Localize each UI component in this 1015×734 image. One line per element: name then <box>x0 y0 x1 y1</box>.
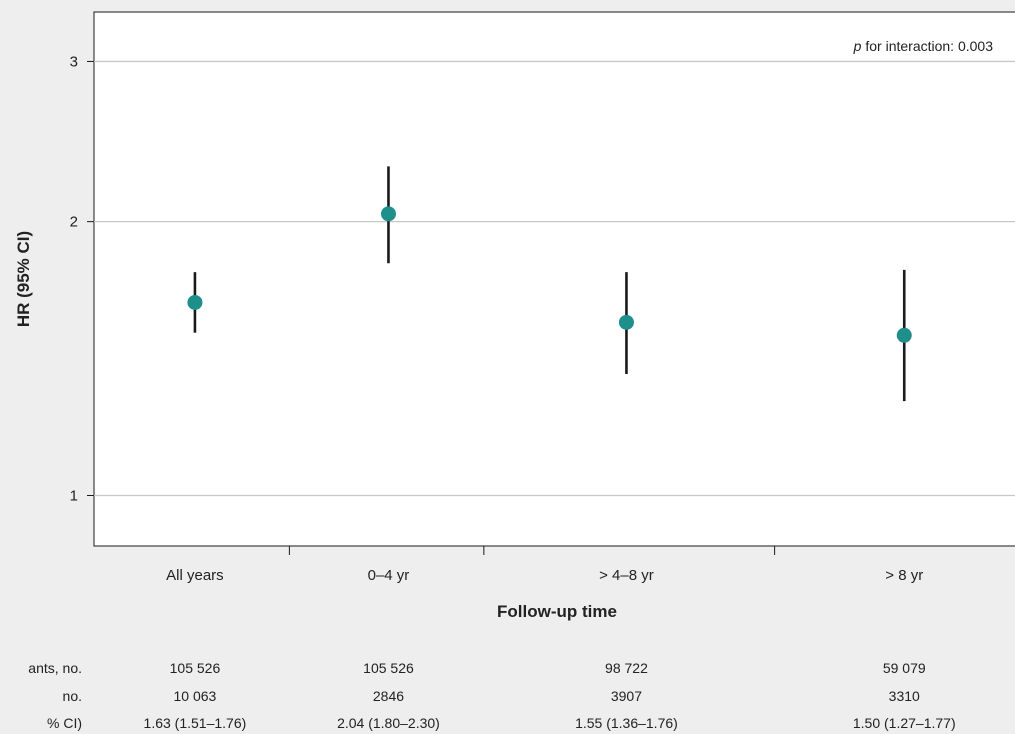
y-tick-label: 1 <box>70 487 78 504</box>
x-tick-label: > 8 yr <box>885 567 923 584</box>
data-point <box>187 294 203 310</box>
y-axis-title: HR (95% CI) <box>14 231 33 327</box>
x-axis-title: Follow-up time <box>497 602 617 621</box>
table-cell: 1.50 (1.27–1.77) <box>853 715 956 731</box>
table-cell: 2.04 (1.80–2.30) <box>337 715 440 731</box>
y-tick-label: 2 <box>70 214 78 231</box>
table-cell: 105 526 <box>363 660 414 676</box>
table-cell: 3310 <box>889 688 920 704</box>
summary-table: ants, no. 105 526 105 526 98 722 59 079 no. 10… <box>28 660 955 731</box>
table-cell: 105 526 <box>170 660 221 676</box>
x-tick-label: 0–4 yr <box>368 567 410 584</box>
data-points <box>187 206 912 343</box>
table-cell: 3907 <box>611 688 642 704</box>
table-row-label: ants, no. <box>28 660 82 676</box>
x-tick-label: All years <box>166 567 224 584</box>
table-cell: 10 063 <box>174 688 217 704</box>
table-cell: 59 079 <box>883 660 926 676</box>
table-cell: 1.55 (1.36–1.76) <box>575 715 678 731</box>
y-axis-ticks: 1 2 3 <box>70 53 94 504</box>
table-cell: 2846 <box>373 688 404 704</box>
table-row-label: % CI) <box>47 715 82 731</box>
annotation-italic: p <box>853 38 862 54</box>
interaction-annotation: p for interaction: 0.003 <box>853 38 994 54</box>
table-row-label: no. <box>63 688 82 704</box>
table-cell: 98 722 <box>605 660 648 676</box>
y-tick-label: 3 <box>70 53 78 70</box>
data-point <box>380 206 396 222</box>
table-cell: 1.63 (1.51–1.76) <box>144 715 247 731</box>
plot-area <box>93 11 1015 547</box>
annotation-text: for interaction: 0.003 <box>861 38 993 54</box>
gridlines <box>94 60 1015 497</box>
data-point <box>896 327 912 343</box>
x-tick-label: > 4–8 yr <box>599 567 654 584</box>
data-point <box>618 314 634 330</box>
x-axis-ticks: All years 0–4 yr > 4–8 yr > 8 yr <box>166 546 923 584</box>
